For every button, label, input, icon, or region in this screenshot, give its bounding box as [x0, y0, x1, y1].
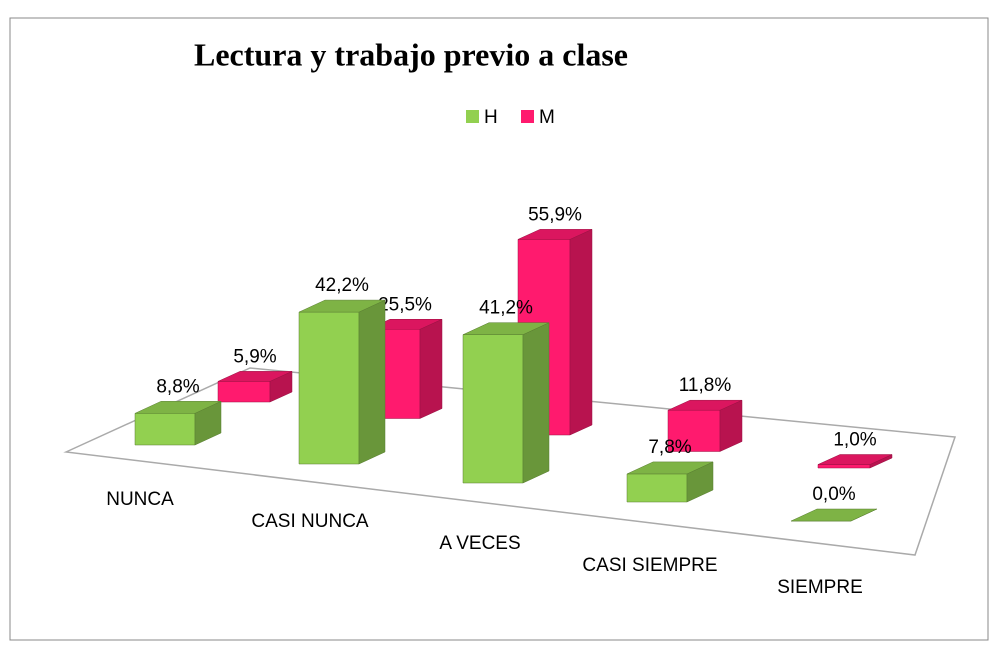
- bar: [790, 508, 878, 522]
- bar-front: [217, 381, 271, 403]
- bar: [667, 399, 743, 452]
- data-label: 1,0%: [833, 430, 876, 451]
- x-tick-label: CASI SIEMPRE: [582, 555, 717, 576]
- bar: [298, 299, 386, 465]
- bar-front: [817, 464, 871, 469]
- bar-front: [462, 334, 524, 484]
- bar-top: [817, 454, 893, 465]
- bar: [817, 454, 893, 469]
- bar-side: [522, 322, 550, 484]
- bar-top: [217, 371, 293, 382]
- x-tick-label: NUNCA: [106, 489, 174, 510]
- bar-front: [298, 311, 360, 465]
- bar-top: [626, 461, 714, 475]
- bar: [217, 370, 293, 403]
- bar-top: [517, 229, 593, 240]
- bar-top: [134, 401, 222, 414]
- data-label: 25,5%: [378, 294, 432, 315]
- bar: [626, 461, 714, 503]
- legend-label: M: [539, 107, 555, 128]
- bar: [462, 322, 550, 484]
- bar-side: [419, 318, 443, 419]
- data-label: 42,2%: [315, 275, 369, 296]
- bar: [134, 400, 222, 446]
- bar-top: [790, 508, 878, 522]
- bar-side: [358, 299, 386, 465]
- bar-front: [134, 413, 196, 446]
- bar-top: [667, 399, 743, 411]
- bar-side: [569, 228, 593, 436]
- chart-title: Lectura y trabajo previo a clase: [194, 36, 628, 72]
- x-tick-label: CASI NUNCA: [251, 511, 369, 532]
- legend-swatch: [466, 110, 479, 123]
- data-label: 5,9%: [233, 346, 276, 367]
- data-label: 8,8%: [156, 376, 199, 397]
- data-label: 0,0%: [812, 484, 855, 505]
- data-label: 55,9%: [528, 204, 582, 225]
- legend-swatch: [521, 110, 534, 123]
- data-label: 7,8%: [648, 437, 691, 458]
- bar-front: [626, 473, 688, 503]
- bar-top: [462, 322, 550, 335]
- bar-top: [298, 299, 386, 313]
- data-label: 11,8%: [679, 375, 732, 396]
- x-tick-label: SIEMPRE: [777, 577, 863, 598]
- data-label: 41,2%: [479, 298, 533, 319]
- x-tick-label: A VECES: [439, 533, 520, 554]
- legend-label: H: [484, 107, 498, 128]
